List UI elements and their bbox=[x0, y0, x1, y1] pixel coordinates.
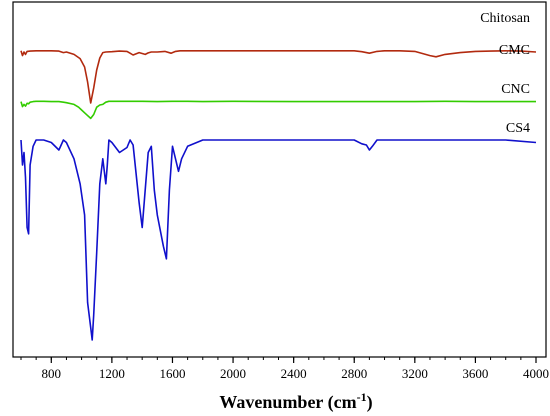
x-axis-title-main: Wavenumber (cm bbox=[219, 392, 356, 413]
series-labels: Chitosan CMC CNC CS4 bbox=[480, 11, 530, 136]
x-tick-label: 1600 bbox=[159, 366, 185, 381]
x-axis-title: Wavenumber (cm-1) bbox=[219, 390, 372, 413]
x-tick-label: 3600 bbox=[462, 366, 488, 381]
series-line-cmc bbox=[20, 50, 537, 104]
series-lines bbox=[20, 50, 537, 341]
x-tick-label: 2800 bbox=[341, 366, 367, 381]
x-axis-title-close: ) bbox=[367, 392, 373, 413]
series-label-cmc: CMC bbox=[499, 43, 530, 58]
x-tick-label: 2400 bbox=[281, 366, 307, 381]
major-ticks bbox=[50, 357, 537, 363]
x-tick-label: 3200 bbox=[402, 366, 428, 381]
x-tick-label: 800 bbox=[42, 366, 62, 381]
tick-labels: 800 1200 1600 2000 2400 2800 3200 3600 4000 bbox=[42, 366, 549, 381]
series-label-cs4: CS4 bbox=[506, 121, 530, 136]
series-line-cnc bbox=[20, 100, 536, 120]
x-tick-label: 1200 bbox=[99, 366, 125, 381]
series-label-chitosan: Chitosan bbox=[480, 11, 530, 26]
x-axis-title-superscript: -1 bbox=[357, 390, 367, 404]
x-tick-label: 2000 bbox=[220, 366, 246, 381]
series-line-cs4 bbox=[20, 139, 537, 341]
x-tick-label: 4000 bbox=[523, 366, 549, 381]
plot-frame bbox=[12, 1, 547, 358]
series-label-cnc: CNC bbox=[501, 82, 530, 97]
